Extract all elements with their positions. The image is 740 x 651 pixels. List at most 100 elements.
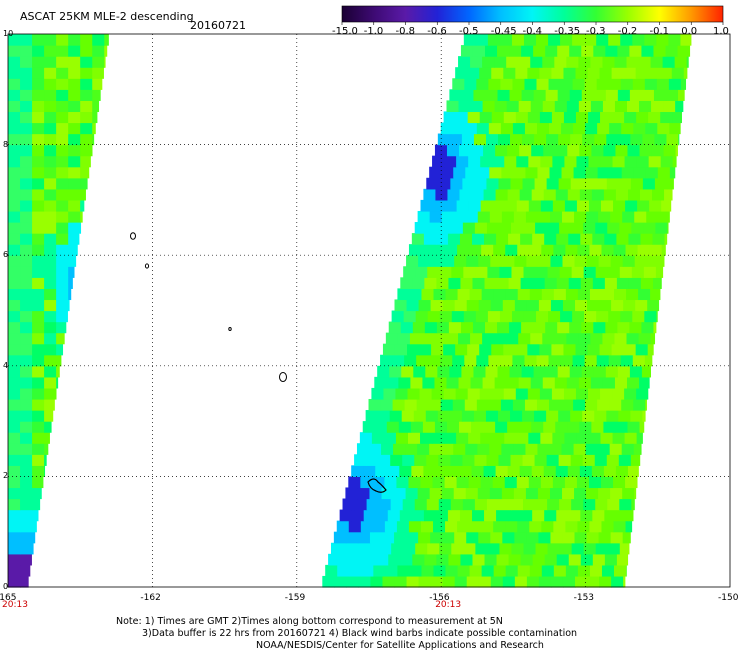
heat-cell (669, 122, 681, 135)
heat-cell (626, 564, 627, 577)
heat-cell (451, 266, 464, 278)
heat-cell (480, 476, 494, 489)
heat-cell (8, 443, 21, 455)
heat-cell (68, 244, 78, 256)
heat-cell (564, 155, 578, 168)
heat-cell (438, 177, 451, 190)
heat-cell (529, 288, 543, 301)
heat-cell (423, 188, 437, 201)
heat-cell (580, 553, 594, 566)
heat-cell (443, 343, 456, 356)
heat-cell (391, 310, 405, 323)
heat-cell (487, 542, 501, 555)
heat-cell (485, 89, 499, 101)
heat-cell (80, 222, 82, 234)
heat-cell (464, 398, 478, 411)
heat-cell (408, 476, 422, 489)
heat-cell (474, 498, 488, 511)
heat-cell (32, 266, 45, 278)
heat-cell (542, 56, 555, 68)
heat-cell (478, 299, 492, 312)
heat-cell (433, 244, 446, 256)
heat-cell (587, 575, 600, 588)
heat-cell (559, 542, 573, 555)
heat-cell (44, 166, 57, 179)
heat-cell (32, 343, 45, 356)
heat-cell (473, 89, 487, 101)
heat-cell (485, 365, 499, 378)
heat-cell (441, 210, 455, 223)
heat-cell (464, 122, 478, 135)
heat-cell (80, 210, 83, 223)
heat-cell (517, 564, 531, 577)
heat-cell (68, 177, 81, 190)
heat-cell (381, 531, 395, 544)
heat-cell (427, 542, 440, 555)
heat-cell (418, 299, 432, 312)
heat-cell (644, 354, 653, 367)
heat-cell (435, 509, 449, 522)
heat-cell (541, 244, 554, 256)
heat-cell (406, 299, 420, 312)
heat-cell (547, 542, 561, 555)
heat-cell (619, 498, 632, 511)
heat-cell (586, 531, 600, 544)
heat-cell (487, 310, 501, 323)
heat-cell (68, 111, 81, 124)
heat-cell (390, 498, 404, 511)
heat-cell (436, 321, 450, 334)
heat-cell (522, 454, 536, 466)
heat-cell (491, 343, 504, 356)
heat-cell (342, 498, 356, 511)
heat-cell (435, 233, 449, 245)
heat-cell (504, 155, 517, 168)
heat-cell (525, 166, 539, 179)
heat-cell (556, 509, 569, 522)
heat-cell (360, 476, 373, 489)
heat-cell (20, 45, 33, 57)
heat-cell (531, 421, 544, 433)
heat-cell (639, 100, 652, 113)
heat-cell (524, 398, 538, 411)
heat-cell (617, 45, 631, 57)
heat-cell (421, 564, 435, 577)
heat-cell (398, 376, 411, 389)
heat-cell (621, 443, 635, 455)
heat-cell (442, 255, 455, 267)
heat-cell (590, 100, 604, 113)
heat-cell (8, 111, 21, 124)
heat-cell (8, 255, 21, 267)
heat-cell (465, 443, 478, 455)
heat-cell (414, 454, 427, 466)
heat-cell (592, 233, 605, 245)
heat-cell (467, 387, 481, 400)
heat-cell (423, 509, 437, 522)
heat-cell (503, 387, 517, 400)
heat-cell (413, 365, 426, 378)
heat-cell (56, 166, 69, 179)
heat-cell (438, 222, 452, 234)
heat-cell (534, 177, 548, 190)
heat-cell (80, 34, 93, 46)
heat-cell (68, 56, 81, 68)
heat-cell (387, 465, 400, 477)
heat-cell (32, 520, 37, 533)
heat-cell (509, 321, 522, 334)
heat-cell (496, 233, 509, 245)
heat-cell (460, 277, 474, 289)
heat-cell (495, 465, 509, 477)
heat-cell (68, 45, 81, 57)
heat-cell (616, 233, 630, 245)
heat-cell (632, 78, 646, 90)
heat-cell (426, 498, 440, 511)
heat-cell (510, 498, 524, 511)
heat-cell (501, 210, 515, 223)
heat-cell (548, 78, 562, 90)
colorbar (341, 5, 724, 25)
heat-cell (463, 34, 477, 46)
heat-cell (589, 520, 603, 533)
heat-cell (56, 233, 69, 245)
heat-cell (576, 199, 590, 212)
heat-cell (655, 266, 664, 278)
heat-cell (417, 487, 431, 500)
